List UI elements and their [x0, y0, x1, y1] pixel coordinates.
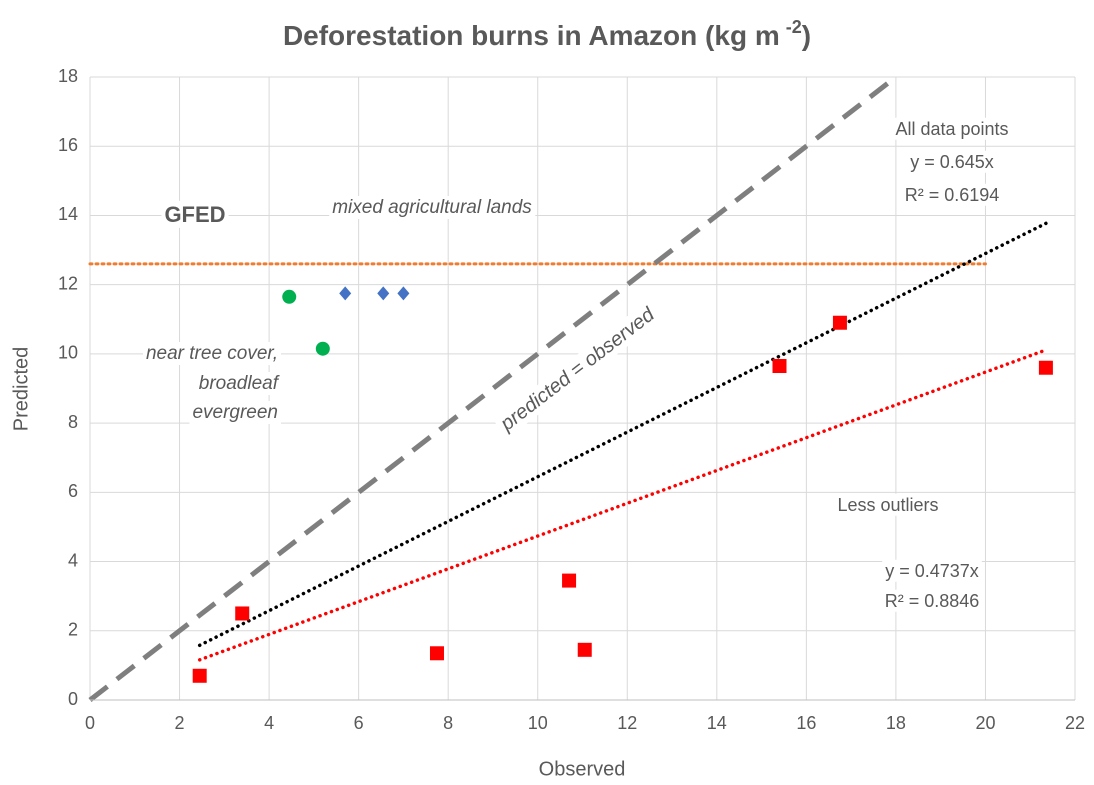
point: [562, 573, 577, 588]
annotation: y = 0.4737x: [885, 561, 979, 581]
x-tick-label: 20: [975, 713, 995, 733]
label-background: [492, 300, 663, 439]
title-superscript: -2: [786, 17, 802, 37]
x-tick-label: 18: [886, 713, 906, 733]
point: [1038, 360, 1053, 375]
point: [832, 315, 847, 330]
point: [397, 286, 410, 301]
x-tick-label: 6: [354, 713, 364, 733]
point: [315, 341, 330, 356]
point: [577, 642, 592, 657]
point: [429, 646, 444, 661]
label-background: [881, 589, 983, 612]
x-tick-label: 0: [85, 713, 95, 733]
chart-title: Deforestation burns in Amazon (kg m -2): [283, 17, 811, 52]
label-background: [834, 493, 942, 516]
point: [192, 668, 207, 683]
annotation: Less outliers: [837, 495, 938, 515]
y-tick-label: 14: [58, 204, 78, 224]
x-tick-label: 22: [1065, 713, 1085, 733]
annotation: All data points: [895, 119, 1008, 139]
label-background: [892, 117, 1012, 140]
point: [772, 359, 787, 374]
point: [235, 606, 250, 621]
label-background: [142, 342, 281, 366]
annotation: y = 0.645x: [910, 152, 994, 172]
y-tick-label: 16: [58, 135, 78, 155]
y-tick-label: 0: [68, 689, 78, 709]
label-background: [907, 150, 997, 173]
label-background: [195, 372, 283, 396]
trendline: [197, 221, 1048, 648]
point: [282, 289, 297, 304]
point: [377, 286, 390, 301]
label-background: [882, 559, 982, 582]
y-tick-label: 12: [58, 273, 78, 293]
y-tick-label: 18: [58, 66, 78, 86]
x-tick-label: 2: [175, 713, 185, 733]
y-tick-label: 2: [68, 620, 78, 640]
x-tick-label: 4: [264, 713, 274, 733]
y-tick-label: 4: [68, 550, 78, 570]
title-main: Deforestation burns in Amazon (kg m: [283, 20, 780, 51]
annotation: R² = 0.6194: [905, 185, 1000, 205]
x-tick-label: 12: [617, 713, 637, 733]
annotation: broadleaf: [199, 373, 280, 394]
x-tick-label: 10: [528, 713, 548, 733]
label-background: [901, 183, 1003, 206]
annotation: near tree cover,: [146, 343, 278, 364]
x-axis-title: Observed: [539, 758, 626, 780]
label-background: [161, 200, 229, 228]
x-tick-label: 8: [443, 713, 453, 733]
trendline: [197, 348, 1048, 662]
x-tick-label: 16: [796, 713, 816, 733]
label-background: [329, 196, 536, 220]
point: [339, 286, 352, 301]
y-tick-label: 10: [58, 343, 78, 363]
y-tick-label: 8: [68, 412, 78, 432]
x-tick-label: 14: [707, 713, 727, 733]
annotation: R² = 0.8846: [885, 591, 980, 611]
annotation: mixed agricultural lands: [332, 197, 532, 218]
annotation: evergreen: [192, 402, 278, 423]
label-background: [189, 401, 281, 425]
y-axis-title: Predicted: [10, 347, 32, 432]
y-tick-label: 6: [68, 481, 78, 501]
annotation: GFED: [164, 202, 225, 227]
title-end: ): [802, 20, 811, 51]
